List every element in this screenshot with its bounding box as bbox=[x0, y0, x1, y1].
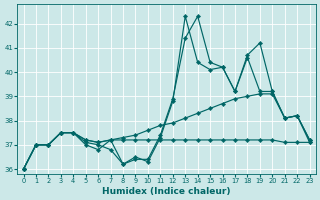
X-axis label: Humidex (Indice chaleur): Humidex (Indice chaleur) bbox=[102, 187, 231, 196]
